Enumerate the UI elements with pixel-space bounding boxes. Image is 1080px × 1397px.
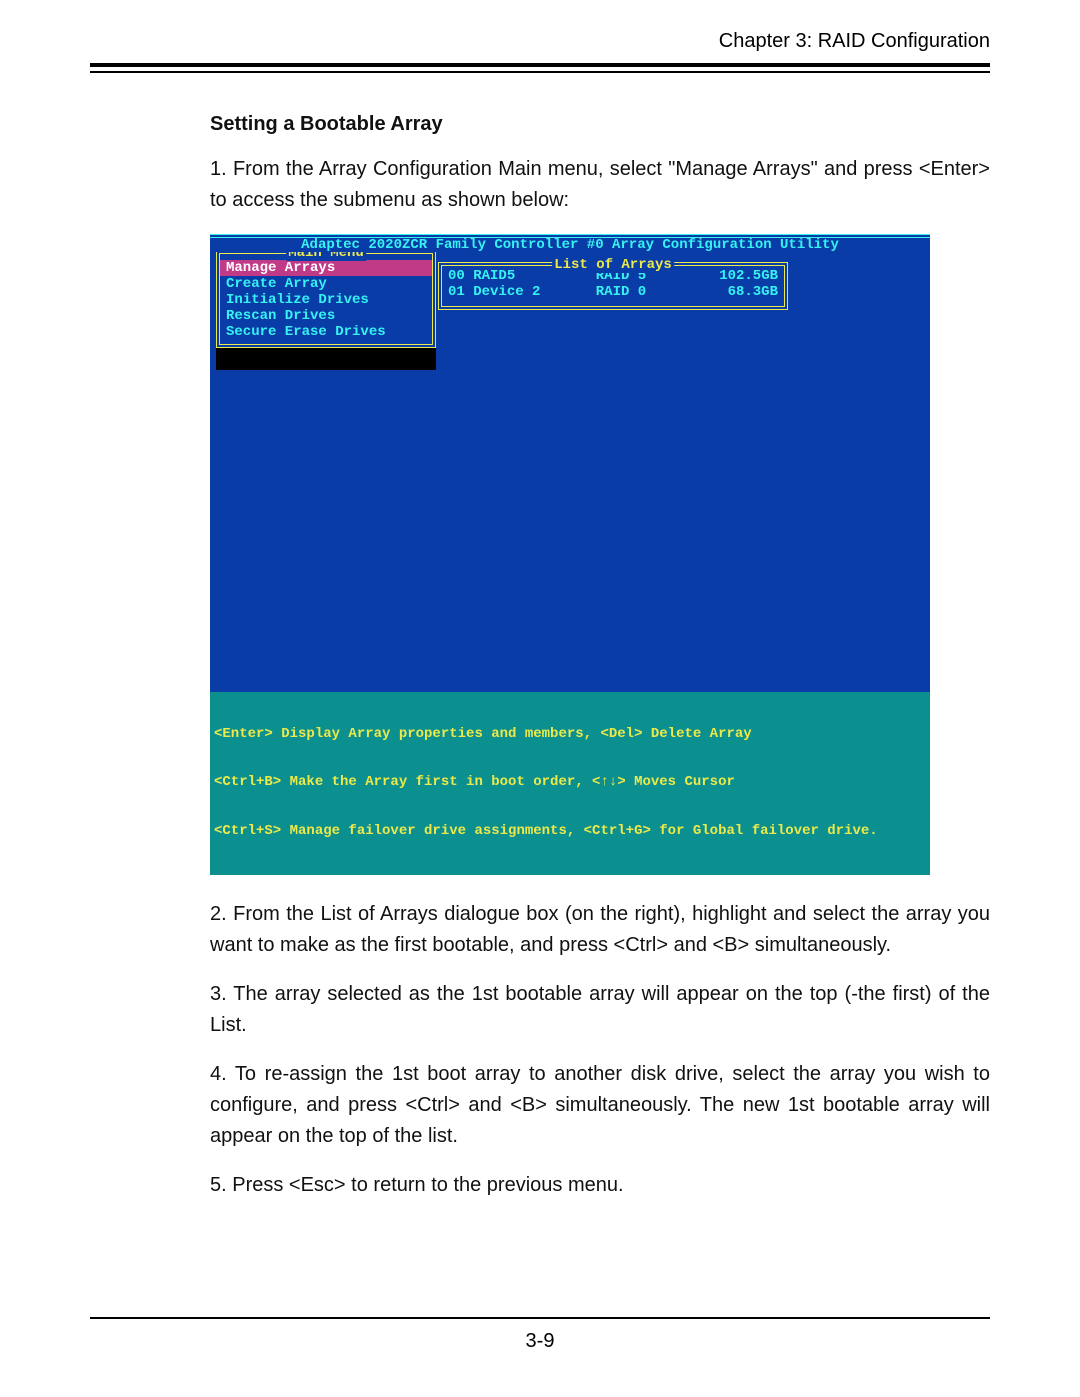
footer-divider [90,1317,990,1319]
page-number: 3-9 [0,1330,1080,1353]
menu-item-secure-erase-drives[interactable]: Secure Erase Drives [220,324,432,340]
list-of-arrays-panel: List of Arrays 00 RAID5 RAID 5 102.5GB 0… [438,262,788,310]
array-size: 68.3GB [689,284,778,300]
utility-title-bar: Adaptec 2020ZCR Family Controller #0 Arr… [210,234,930,252]
menu-item-manage-arrays[interactable]: Manage Arrays [220,260,432,276]
chapter-header: Chapter 3: RAID Configuration [90,30,990,53]
main-menu-title: Main Menu [286,252,366,261]
help-bar: <Enter> Display Array properties and mem… [210,692,930,875]
instruction-step-5: 5. Press <Esc> to return to the previous… [210,1170,990,1201]
array-id-name: 01 Device 2 [448,284,596,300]
help-line: <Enter> Display Array properties and mem… [214,726,926,742]
instruction-step-3: 3. The array selected as the 1st bootabl… [210,979,990,1041]
bios-screenshot: Adaptec 2020ZCR Family Controller #0 Arr… [210,234,930,875]
menu-item-initialize-drives[interactable]: Initialize Drives [220,292,432,308]
manual-page: Chapter 3: RAID Configuration Setting a … [0,0,1080,1397]
help-line: <Ctrl+S> Manage failover drive assignmen… [214,823,926,839]
utility-body: Main Menu Manage Arrays Create Array Ini… [210,252,930,692]
list-of-arrays-title: List of Arrays [552,257,674,273]
menu-item-create-array[interactable]: Create Array [220,276,432,292]
menu-shadow [216,348,436,370]
menu-item-rescan-drives[interactable]: Rescan Drives [220,308,432,324]
array-type: RAID 0 [596,284,690,300]
instruction-step-4: 4. To re-assign the 1st boot array to an… [210,1059,990,1152]
array-size: 102.5GB [689,268,778,284]
main-menu-panel: Main Menu Manage Arrays Create Array Ini… [216,252,436,348]
main-menu-items: Manage Arrays Create Array Initialize Dr… [220,260,432,340]
help-line: <Ctrl+B> Make the Array first in boot or… [214,774,926,790]
instruction-step-1: 1. From the Array Configuration Main men… [210,154,990,216]
array-row[interactable]: 01 Device 2 RAID 0 68.3GB [448,284,778,300]
section-title: Setting a Bootable Array [210,113,990,136]
page-content: Setting a Bootable Array 1. From the Arr… [210,113,990,1201]
header-divider [90,63,990,73]
instruction-step-2: 2. From the List of Arrays dialogue box … [210,899,990,961]
